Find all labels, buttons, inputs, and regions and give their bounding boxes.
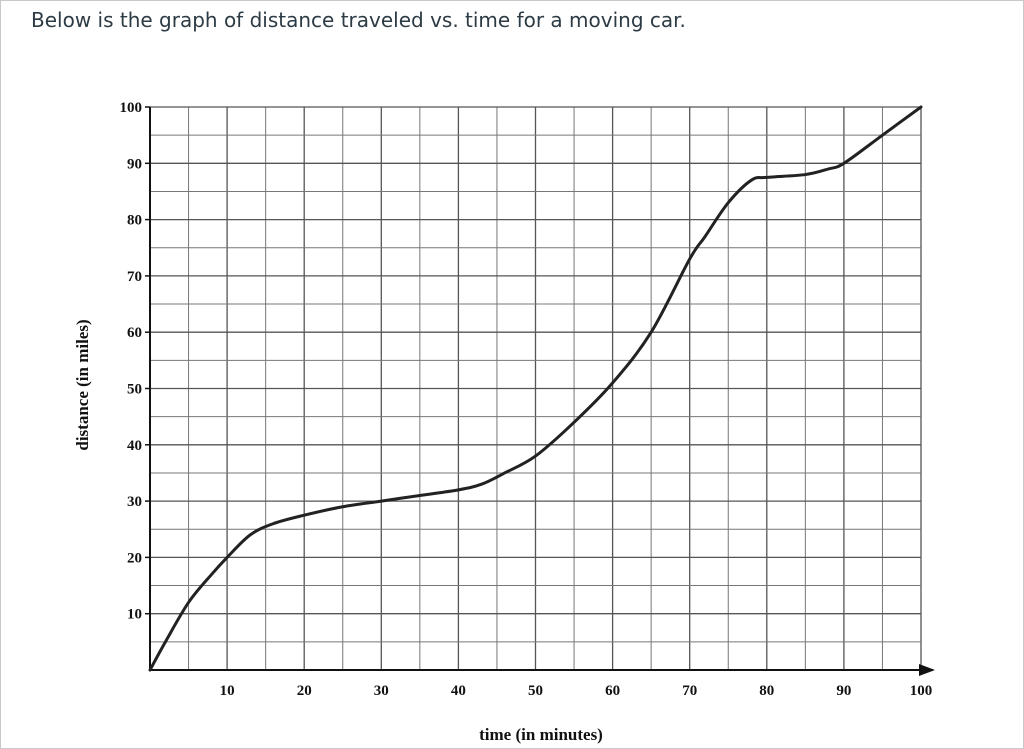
- x-tick-labels: 10 20 30 40 50 60 70 80 90 100: [220, 683, 933, 699]
- distance-curve: [148, 105, 923, 672]
- chart-grid: [150, 106, 922, 670]
- x-tick-label: 80: [759, 683, 774, 699]
- y-tick-label: 20: [127, 550, 142, 566]
- y-tick-labels: 10 20 30 40 50 60 70 80 90 100: [120, 100, 150, 623]
- x-tick-label: 90: [836, 683, 851, 699]
- y-tick-label: 90: [127, 156, 142, 172]
- x-tick-label: 50: [528, 683, 543, 699]
- y-tick-label: 100: [120, 100, 143, 116]
- y-axis-label: distance (in miles): [73, 319, 92, 450]
- y-tick-label: 30: [127, 494, 142, 510]
- x-tick-label: 60: [605, 683, 620, 699]
- x-axis-label: time (in minutes): [479, 725, 603, 744]
- y-tick-label: 80: [127, 213, 142, 229]
- question-prompt: Below is the graph of distance traveled …: [31, 8, 686, 32]
- x-tick-label: 70: [682, 683, 697, 699]
- y-tick-label: 10: [127, 607, 142, 623]
- x-tick-label: 20: [297, 683, 312, 699]
- x-tick-label: 30: [374, 683, 389, 699]
- y-tick-label: 70: [127, 269, 142, 285]
- x-tick-label: 40: [451, 683, 466, 699]
- x-tick-label: 10: [220, 683, 235, 699]
- x-tick-label: 100: [910, 683, 933, 699]
- chart-axes: [149, 107, 935, 676]
- y-tick-label: 40: [127, 438, 142, 454]
- x-axis-arrow: [919, 664, 935, 676]
- y-tick-label: 50: [127, 382, 142, 398]
- y-tick-label: 60: [127, 325, 142, 341]
